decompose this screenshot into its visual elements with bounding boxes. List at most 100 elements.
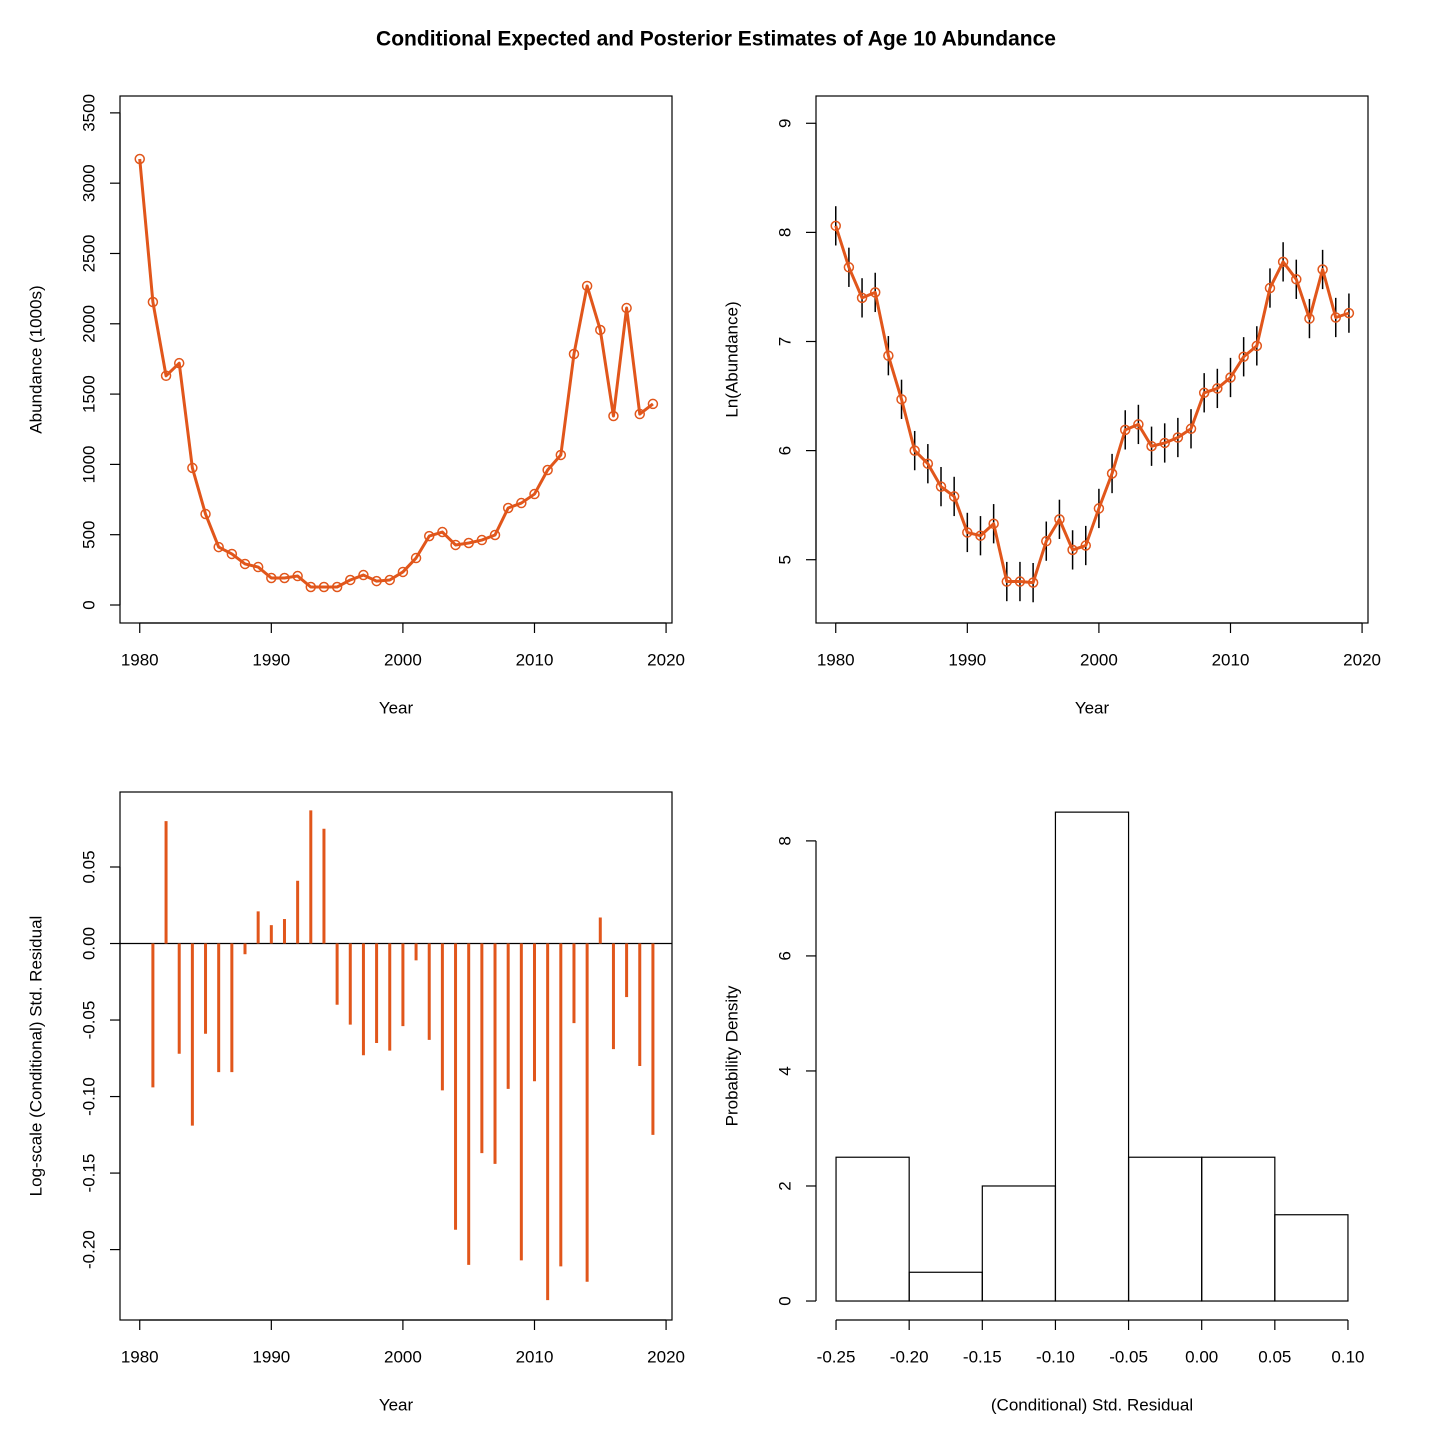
point: [345, 574, 356, 586]
point: [410, 552, 422, 564]
y-tick-label: -0.20: [79, 1230, 98, 1269]
point: [1172, 432, 1184, 443]
point: [266, 572, 277, 584]
x-tick-label: 1980: [817, 650, 855, 669]
y-tick-label: 0: [775, 1296, 794, 1305]
point: [463, 537, 474, 549]
point: [1225, 372, 1236, 383]
point: [1291, 274, 1302, 285]
point: [1343, 307, 1355, 319]
x-tick-label: 1990: [252, 650, 290, 669]
x-axis-title: Year: [379, 1395, 414, 1414]
point: [1317, 264, 1328, 275]
point: [200, 508, 211, 520]
point: [869, 287, 881, 298]
point: [476, 534, 488, 546]
x-tick-label: 2000: [384, 1347, 422, 1366]
point: [318, 581, 330, 593]
y-tick-label: 9: [775, 119, 794, 128]
point: [252, 561, 264, 573]
y-tick-label: -0.05: [79, 1001, 98, 1040]
point: [1001, 576, 1013, 587]
y-tick-label: 4: [775, 1066, 794, 1075]
point: [595, 324, 606, 336]
point: [843, 262, 855, 273]
point: [975, 530, 986, 541]
point: [173, 357, 185, 369]
x-tick-label: 0.10: [1331, 1347, 1364, 1366]
point: [305, 581, 317, 593]
point: [1277, 256, 1289, 268]
point: [962, 527, 973, 538]
x-tick-label: 2000: [384, 650, 422, 669]
point: [1080, 540, 1091, 551]
x-tick-label: 1990: [948, 650, 986, 669]
histogram-bar: [835, 1156, 910, 1302]
point: [1198, 387, 1210, 399]
y-tick-label: 2000: [79, 305, 98, 343]
point: [1067, 544, 1078, 556]
x-tick-label: -0.10: [1036, 1347, 1075, 1366]
point: [437, 526, 448, 538]
point: [1093, 503, 1105, 514]
point: [896, 394, 907, 405]
x-tick-label: 1980: [121, 1347, 159, 1366]
y-axis-title: Log-scale (Conditional) Std. Residual: [26, 916, 45, 1197]
point: [542, 464, 553, 476]
y-tick-label: 7: [775, 337, 794, 346]
y-axis-title: Ln(Abundance): [722, 301, 741, 417]
y-tick-label: 6: [775, 951, 794, 960]
x-tick-label: -0.15: [963, 1347, 1002, 1366]
y-tick-label: 2500: [79, 235, 98, 273]
y-tick-label: 0.00: [79, 927, 98, 960]
point: [856, 292, 868, 304]
point: [1185, 423, 1197, 435]
point: [1133, 419, 1144, 430]
x-tick-label: 1980: [121, 650, 159, 669]
x-tick-label: 2020: [1343, 650, 1381, 669]
point: [160, 370, 172, 382]
x-tick-label: -0.25: [817, 1347, 856, 1366]
point: [1054, 514, 1065, 525]
point: [1264, 282, 1276, 294]
point: [830, 220, 841, 232]
x-axis-title: (Conditional) Std. Residual: [991, 1395, 1193, 1414]
point: [909, 445, 920, 456]
y-tick-label: 2: [775, 1181, 794, 1190]
point: [1304, 313, 1315, 324]
y-tick-label: 0.05: [79, 850, 98, 883]
x-axis-title: Year: [1075, 698, 1110, 717]
point: [226, 548, 238, 560]
histogram-bar: [1054, 811, 1130, 1302]
y-tick-label: -0.15: [79, 1154, 98, 1193]
point: [988, 518, 999, 529]
point: [883, 350, 894, 361]
point: [1159, 437, 1170, 449]
y-tick-label: 6: [775, 446, 794, 455]
point: [647, 398, 659, 410]
figure-title: Conditional Expected and Posterior Estim…: [376, 28, 1056, 51]
point: [397, 566, 409, 578]
point: [489, 529, 501, 541]
point: [1014, 576, 1026, 587]
y-tick-label: 1500: [79, 375, 98, 413]
point: [279, 572, 290, 584]
point: [1106, 468, 1118, 479]
line: [834, 225, 1350, 585]
point: [450, 539, 461, 551]
point: [1330, 312, 1342, 323]
point: [239, 558, 251, 570]
point: [331, 581, 343, 593]
point: [1119, 424, 1131, 436]
point: [568, 348, 580, 360]
point: [1041, 535, 1052, 547]
point: [358, 569, 369, 581]
y-axis-title: Abundance (1000s): [26, 285, 45, 433]
point: [1251, 340, 1263, 352]
point: [187, 462, 198, 474]
point: [1146, 440, 1157, 452]
point: [213, 541, 224, 553]
line: [138, 158, 654, 589]
x-tick-label: 0.00: [1185, 1347, 1218, 1366]
point: [147, 296, 159, 308]
